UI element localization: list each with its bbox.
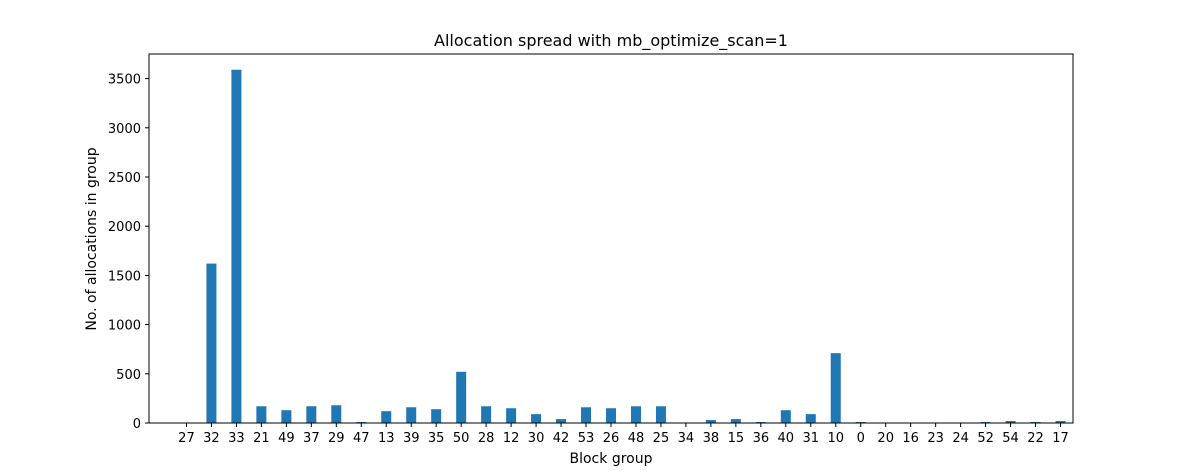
bar-31: [805, 414, 816, 423]
x-tick-label: 25: [653, 431, 670, 446]
bar-21: [256, 406, 267, 423]
x-tick-label: 13: [378, 431, 395, 446]
bar-12: [506, 408, 517, 423]
x-tick-label: 26: [603, 431, 620, 446]
bar-13: [381, 411, 392, 423]
bar-35: [431, 409, 442, 423]
y-tick-label: 1000: [108, 319, 141, 334]
x-tick-label: 31: [803, 431, 820, 446]
bar-42: [556, 419, 567, 423]
x-tick-label: 52: [977, 431, 994, 446]
x-tick-label: 42: [553, 431, 570, 446]
x-tick-label: 32: [203, 431, 220, 446]
x-tick-label: 53: [578, 431, 595, 446]
x-tick-label: 40: [778, 431, 795, 446]
x-tick-label: 12: [503, 431, 520, 446]
bar-15: [730, 419, 741, 423]
x-tick-label: 33: [228, 431, 245, 446]
bar-48: [630, 406, 641, 423]
y-tick-label: 1500: [108, 269, 141, 284]
bar-25: [655, 406, 666, 423]
x-tick-label: 24: [952, 431, 969, 446]
bar-30: [531, 414, 542, 423]
x-tick-label: 15: [728, 431, 745, 446]
x-tick-label: 0: [857, 431, 865, 446]
y-axis-label: No. of allocations in group: [84, 147, 100, 330]
bar-37: [306, 406, 317, 423]
x-tick-label: 37: [303, 431, 320, 446]
x-tick-label: 22: [1027, 431, 1044, 446]
bar-49: [281, 410, 292, 423]
x-tick-label: 30: [528, 431, 545, 446]
bar-33: [231, 69, 242, 424]
x-tick-label: 16: [902, 431, 919, 446]
y-tick-label: 3000: [108, 122, 141, 137]
x-tick-label: 27: [178, 431, 195, 446]
bar-54: [1005, 421, 1016, 423]
plot-area: 27 32 33 21 49 37 29 47 13 39 35 50 28 12 30 42 53 26 48 25…: [108, 53, 1074, 446]
x-tick-label: 47: [353, 431, 370, 446]
bar-39: [406, 407, 417, 423]
x-tick-label: 23: [927, 431, 944, 446]
bar-17: [1055, 421, 1066, 423]
x-axis-label: Block group: [570, 451, 653, 467]
bar-26: [606, 408, 616, 423]
bar-10: [830, 353, 841, 423]
x-tick-label: 49: [278, 431, 295, 446]
bar-40: [780, 410, 791, 423]
y-tick-label: 0: [133, 417, 141, 432]
x-tick-label: 20: [877, 431, 894, 446]
x-tick-label: 21: [253, 431, 270, 446]
x-tick-label: 34: [678, 431, 695, 446]
bar-28: [481, 406, 492, 423]
plot-frame: [148, 53, 1074, 424]
bar-32: [206, 263, 217, 423]
bar-50: [456, 371, 467, 423]
y-tick-label: 2000: [108, 220, 141, 235]
bar-53: [581, 407, 592, 423]
x-tick-label: 17: [1052, 431, 1069, 446]
y-tick-label: 3500: [108, 73, 141, 88]
x-tick-label: 36: [753, 431, 770, 446]
y-tick-label: 500: [116, 368, 141, 383]
chart-title: Allocation spread with mb_optimize_scan=…: [434, 31, 788, 51]
x-tick-label: 28: [478, 431, 495, 446]
x-tick-label: 38: [703, 431, 720, 446]
x-tick-label: 50: [453, 431, 470, 446]
bar-38: [705, 420, 716, 423]
x-tick-label: 48: [628, 431, 645, 446]
y-tick-label: 2500: [108, 171, 141, 186]
bar-29: [331, 405, 342, 423]
x-tick-label: 29: [328, 431, 345, 446]
x-tick-label: 10: [827, 431, 844, 446]
x-tick-label: 35: [428, 431, 445, 446]
x-tick-label: 39: [403, 431, 420, 446]
x-tick-label: 54: [1002, 431, 1019, 446]
